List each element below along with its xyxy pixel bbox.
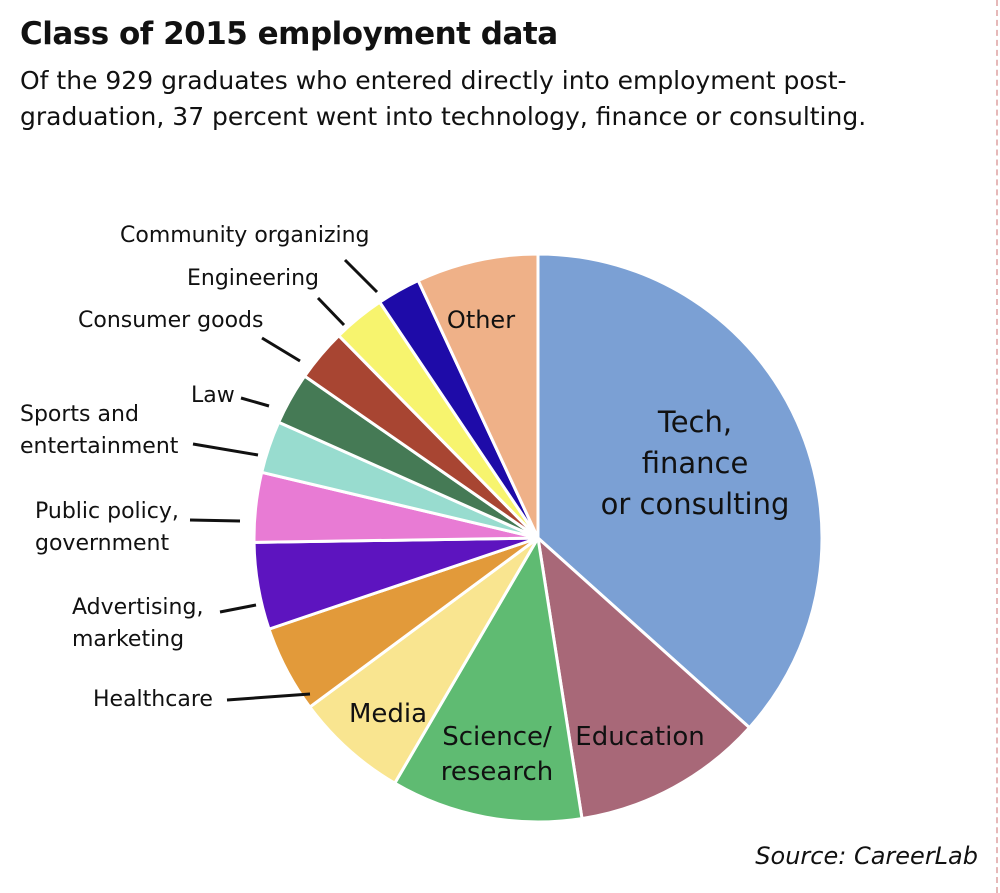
source-credit: Source: CareerLab xyxy=(755,842,978,870)
slice-label-tech-finance-or-consulting: Tech, finance or consulting xyxy=(601,405,790,521)
pie-slice-tech-finance-or-consulting xyxy=(536,252,824,730)
leader-line-consumer-goods xyxy=(261,336,301,363)
svg-text:Engineering: Engineering xyxy=(187,266,319,291)
svg-text:Law: Law xyxy=(191,383,235,408)
leader-line-public-policy-government xyxy=(189,518,241,523)
page-edge-divider xyxy=(996,0,998,893)
chart-subtitle: Of the 929 graduates who entered directl… xyxy=(20,66,867,131)
leader-line-community-organizing xyxy=(343,258,379,294)
pie-slice-education xyxy=(536,536,751,821)
slice-label-healthcare: Healthcare xyxy=(93,687,311,712)
slice-label-public-policy-government: Public policy, government xyxy=(35,499,241,556)
slice-label-science-research: Science/research xyxy=(441,722,553,787)
pie-slice-science-research xyxy=(393,536,584,824)
chart-title: Class of 2015 employment data xyxy=(20,16,558,52)
svg-text:Community organizing: Community organizing xyxy=(120,223,370,248)
leader-line-law xyxy=(240,396,270,408)
slice-label-community-organizing: Community organizing xyxy=(120,223,379,294)
svg-text:Other: Other xyxy=(447,306,515,334)
slice-label-media: Media xyxy=(349,699,427,729)
pie-slice-other xyxy=(416,252,540,540)
svg-text:Media: Media xyxy=(349,699,427,729)
svg-text:Public policy,government: Public policy, government xyxy=(35,499,179,556)
slice-label-consumer-goods: Consumer goods xyxy=(78,308,301,363)
slice-label-law: Law xyxy=(191,383,270,408)
slice-label-engineering: Engineering xyxy=(187,266,346,327)
svg-text:Science/research: Science/research xyxy=(441,722,553,787)
leader-line-advertising-marketing xyxy=(219,603,257,614)
svg-text:Healthcare: Healthcare xyxy=(93,687,213,712)
slice-label-other: Other xyxy=(447,306,515,334)
pie-slice-media xyxy=(308,536,540,785)
slice-label-advertising-marketing: Advertising, marketing xyxy=(72,595,257,652)
svg-text:Consumer goods: Consumer goods xyxy=(78,308,264,333)
svg-text:Education: Education xyxy=(575,722,704,752)
slice-label-sports-and-entertainment: Sports and entertainment xyxy=(20,402,259,459)
slice-label-education: Education xyxy=(575,722,704,752)
svg-text:Advertising,marketing: Advertising, marketing xyxy=(72,595,203,652)
leader-line-engineering xyxy=(316,296,346,327)
leader-line-sports-and-entertainment xyxy=(192,442,259,457)
leader-line-healthcare xyxy=(226,692,311,702)
